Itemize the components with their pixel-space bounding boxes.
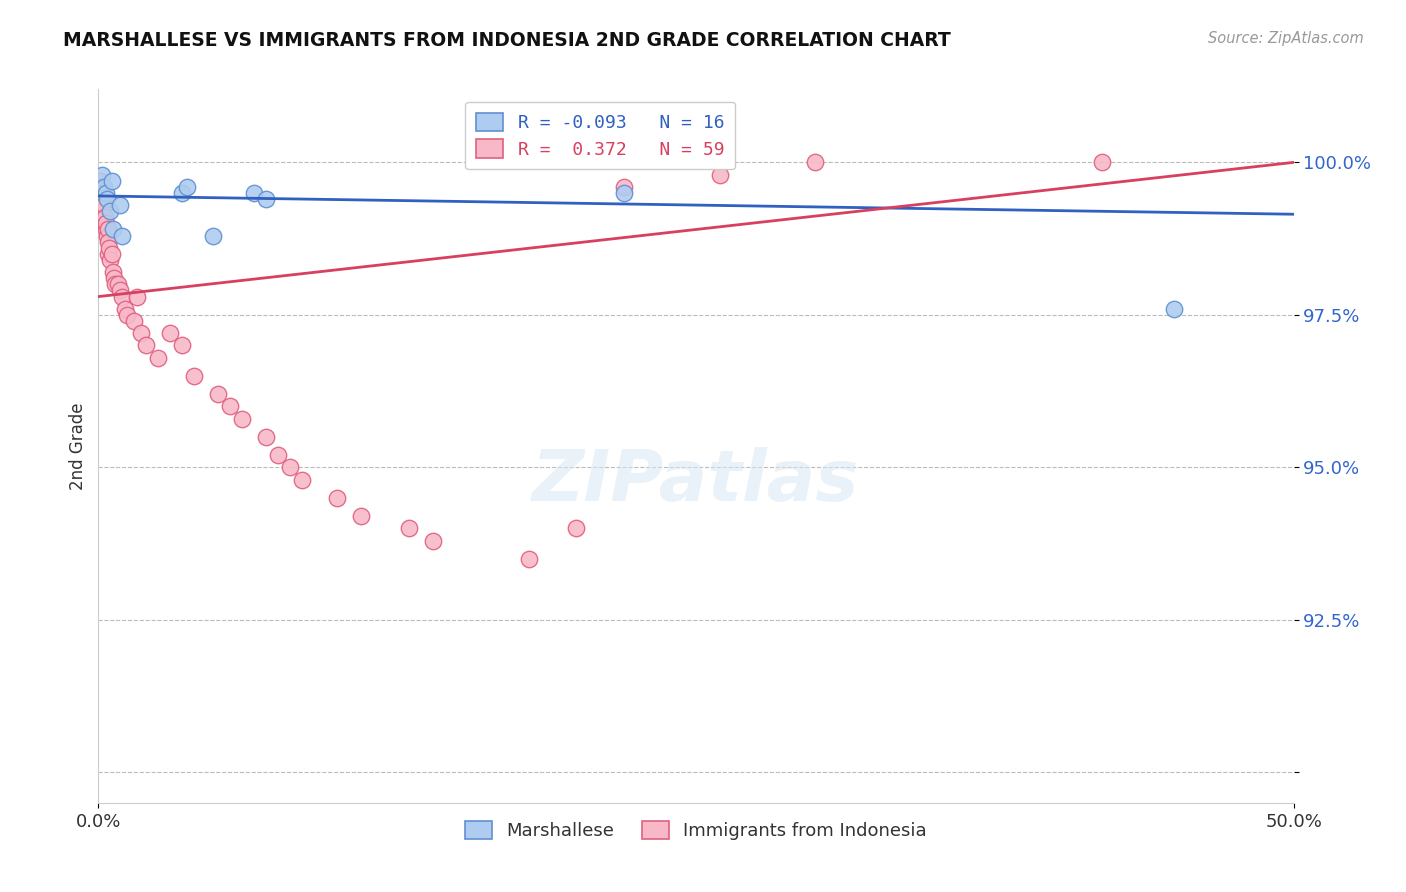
Point xyxy=(176,179,198,194)
Point xyxy=(98,252,122,267)
Point xyxy=(115,308,138,322)
Text: Source: ZipAtlas.com: Source: ZipAtlas.com xyxy=(1208,31,1364,46)
Point xyxy=(1163,301,1185,316)
Point xyxy=(326,491,349,505)
Point xyxy=(804,155,827,169)
Point xyxy=(254,430,277,444)
Legend: Marshallese, Immigrants from Indonesia: Marshallese, Immigrants from Indonesia xyxy=(458,814,934,847)
Point xyxy=(172,186,194,200)
Point xyxy=(96,222,118,236)
Point xyxy=(1091,155,1114,169)
Point xyxy=(91,192,114,206)
Point xyxy=(98,241,121,255)
Point xyxy=(111,228,134,243)
Point xyxy=(91,186,114,200)
Point xyxy=(94,186,117,200)
Point xyxy=(100,247,122,261)
Point xyxy=(124,314,146,328)
Point xyxy=(101,265,124,279)
Y-axis label: 2nd Grade: 2nd Grade xyxy=(69,402,87,490)
Point xyxy=(183,368,205,383)
Point xyxy=(91,168,114,182)
Point xyxy=(517,551,540,566)
Point xyxy=(104,277,127,292)
Point xyxy=(131,326,153,341)
Point xyxy=(398,521,420,535)
Point xyxy=(111,289,134,303)
Point xyxy=(89,179,111,194)
Point xyxy=(219,400,242,414)
Point xyxy=(278,460,301,475)
Point xyxy=(93,198,115,212)
Point xyxy=(159,326,181,341)
Point xyxy=(93,216,115,230)
Point xyxy=(90,192,112,206)
Point xyxy=(101,222,124,236)
Point xyxy=(291,473,314,487)
Point xyxy=(94,222,117,236)
Point xyxy=(350,509,373,524)
Point xyxy=(100,174,122,188)
Point xyxy=(90,186,112,200)
Text: ZIPatlas: ZIPatlas xyxy=(533,447,859,516)
Point xyxy=(94,211,117,225)
Point xyxy=(91,198,114,212)
Point xyxy=(172,338,194,352)
Point xyxy=(243,186,266,200)
Point xyxy=(96,228,118,243)
Point xyxy=(97,247,120,261)
Point xyxy=(709,168,731,182)
Point xyxy=(613,179,636,194)
Point xyxy=(422,533,444,548)
Point xyxy=(96,192,118,206)
Point xyxy=(94,216,117,230)
Text: MARSHALLESE VS IMMIGRANTS FROM INDONESIA 2ND GRADE CORRELATION CHART: MARSHALLESE VS IMMIGRANTS FROM INDONESIA… xyxy=(63,31,950,50)
Point xyxy=(565,521,588,535)
Point xyxy=(91,211,114,225)
Point xyxy=(89,186,111,200)
Point xyxy=(90,179,112,194)
Point xyxy=(97,235,120,249)
Point xyxy=(108,198,131,212)
Point xyxy=(89,174,111,188)
Point xyxy=(125,289,148,303)
Point xyxy=(148,351,170,365)
Point xyxy=(90,204,112,219)
Point xyxy=(114,301,136,316)
Point xyxy=(107,277,129,292)
Point xyxy=(135,338,157,352)
Point xyxy=(231,411,253,425)
Point xyxy=(267,448,290,462)
Point xyxy=(91,204,114,219)
Point xyxy=(103,271,125,285)
Point xyxy=(108,284,131,298)
Point xyxy=(207,387,229,401)
Point xyxy=(98,204,122,219)
Point xyxy=(202,228,225,243)
Point xyxy=(90,192,112,206)
Point xyxy=(254,192,277,206)
Point xyxy=(93,179,115,194)
Point xyxy=(90,198,112,212)
Point xyxy=(613,186,636,200)
